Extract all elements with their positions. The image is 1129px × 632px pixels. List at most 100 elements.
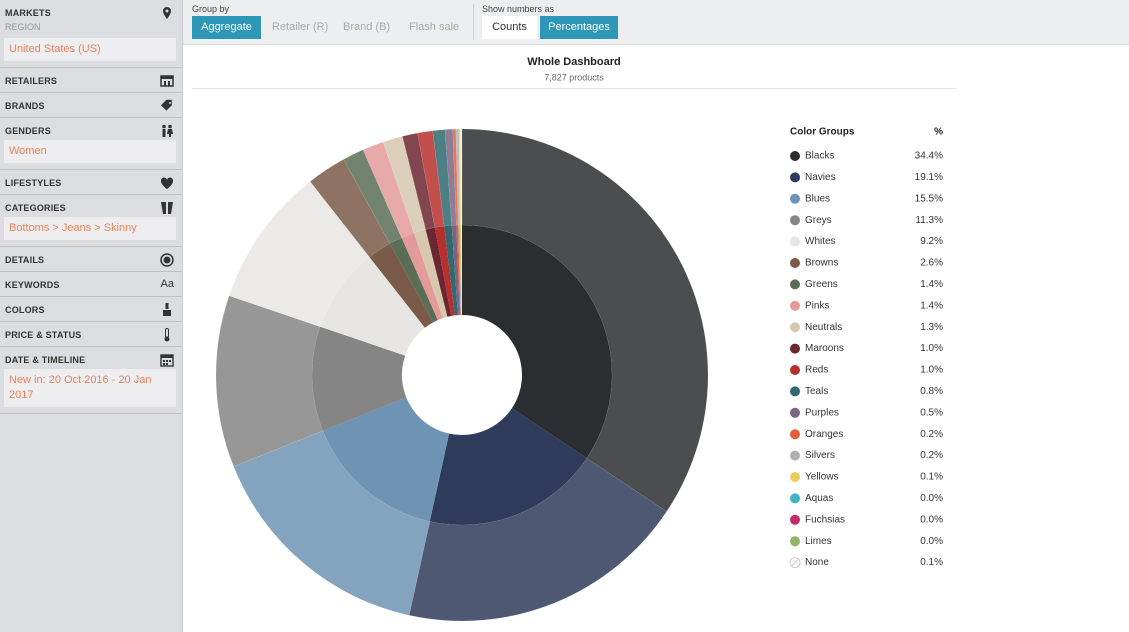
legend-name: Greens [805,279,838,290]
section-icon [163,303,171,316]
toggle-button[interactable]: Retailer (R) [272,21,329,33]
section-title: BRANDS [5,101,45,111]
legend-swatch [790,450,800,461]
legend-name: Purples [805,407,839,418]
legend-name: Teals [805,386,828,397]
legend-name: None [805,557,829,568]
inner-segment [312,326,407,431]
filter-section[interactable]: DATE & TIMELINE New in: 20 Oct 2016 - 20 … [0,347,182,414]
legend-value: 0.5% [920,407,943,418]
toggle-button[interactable]: Percentages [540,16,618,39]
section-icon [160,177,174,189]
inner-segment [322,397,450,522]
group-label: Group by [192,4,230,14]
section-sublabel: REGION [5,22,41,32]
outer-segment [233,430,431,616]
legend-swatch [790,258,800,268]
legend-value: 0.0% [920,536,943,547]
filter-section[interactable]: RETAILERS [0,68,182,93]
legend-value: 0.8% [920,386,943,397]
legend-swatch [790,193,800,204]
legend-swatch [790,172,800,183]
legend-value: 19.1% [915,172,943,183]
section-icon [164,328,170,342]
inner-segment [444,225,458,316]
filter-section[interactable]: MARKETS REGION United States (US) [0,0,182,68]
legend-name: Oranges [805,429,843,440]
inner-segment [461,225,462,316]
inner-segment [451,225,460,316]
legend-value: 34.4% [915,151,943,162]
section-icon [160,354,174,367]
section-title: COLORS [5,305,45,315]
section-title: PRICE & STATUS [5,330,82,340]
inner-segment [401,232,443,321]
legend-swatch [790,386,800,397]
outer-segment [408,457,667,622]
toggle-button[interactable]: Aggregate [192,16,261,39]
dashboard-subtitle: 7,827 products [544,72,604,82]
legend-swatch [790,343,800,354]
legend-name: Navies [805,172,836,183]
legend-swatch [790,493,800,504]
legend-name: Blues [805,193,830,204]
section-title: KEYWORDS [5,280,60,290]
outer-segment [460,128,463,226]
section-title: DETAILS [5,255,45,265]
section-title: DATE & TIMELINE [5,355,86,365]
section-icon-text: Aa [160,278,174,290]
filter-value[interactable]: Bottoms > Jeans > Skinny [4,217,176,240]
filter-value[interactable]: Women [4,140,176,163]
section-icon [161,202,173,214]
legend-swatch [790,472,800,482]
inner-segment [434,226,455,316]
filter-section[interactable]: LIFESTYLES [0,170,182,195]
legend-value: 1.0% [920,343,943,354]
filter-section[interactable]: BRANDS [0,93,182,118]
toggle-button[interactable]: Counts [482,16,537,39]
toggle-button[interactable]: Flash sale [409,21,460,33]
section-icon [160,75,174,87]
filter-value[interactable]: New in: 20 Oct 2016 - 20 Jan 2017 [4,369,176,407]
legend-swatch [790,300,800,311]
legend-name: Fuchsias [805,514,845,525]
filter-section[interactable]: GENDERS Women [0,118,182,170]
section-icon [162,124,173,137]
separator [473,4,474,40]
toolbar: Group by Aggregate Retailer (R) Brand (B) Fl… [183,0,1129,45]
inner-segment [429,408,587,525]
legend-value: 15.5% [915,193,943,204]
filter-section[interactable]: DETAILS [0,247,182,272]
filter-value[interactable]: United States (US) [4,38,176,61]
legend-name: Neutrals [805,322,842,333]
inner-segment [462,225,612,459]
outer-segment [461,128,709,512]
section-title: RETAILERS [5,76,58,86]
legend-value: 0.2% [920,429,943,440]
inner-segment [389,237,438,323]
legend-value: 0.1% [920,557,943,568]
legend-name: Yellows [805,472,839,483]
legend-value: 0.0% [920,514,943,525]
legend-swatch [790,236,800,247]
section-icon [161,99,172,111]
toggle-button[interactable]: Brand (B) [343,21,391,33]
inner-segment [458,225,462,316]
outer-segment [444,128,457,226]
legend-swatch [790,279,800,290]
filter-section[interactable]: PRICE & STATUS [0,322,182,347]
inner-segment [319,256,425,356]
legend-swatch-slash [791,558,799,567]
legend-value: 0.1% [920,472,943,483]
legend-value: 1.0% [920,365,943,376]
outer-segment [452,128,459,226]
filter-section[interactable]: COLORS [0,297,182,322]
outer-segment [417,130,445,228]
legend-swatch [790,429,800,440]
filter-section[interactable]: KEYWORDS Aa [0,272,182,297]
filter-section[interactable]: CATEGORIES Bottoms > Jeans > Skinny [0,195,182,247]
section-title: MARKETS [5,8,51,18]
legend-value: 2.6% [920,258,943,269]
section-icon [160,253,174,267]
legend-name: Silvers [805,450,835,461]
